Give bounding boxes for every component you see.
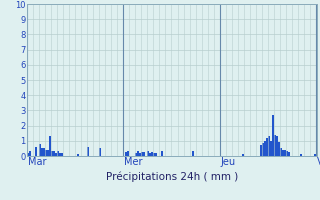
Bar [148,151,149,156]
Bar [55,153,57,156]
Bar [278,142,280,156]
X-axis label: Précipitations 24h ( mm ): Précipitations 24h ( mm ) [106,172,238,182]
Bar [29,151,31,156]
Bar [77,154,79,156]
Bar [286,151,288,156]
Bar [284,150,286,156]
Bar [300,154,302,156]
Bar [59,153,61,156]
Bar [276,136,278,156]
Bar [57,151,59,156]
Bar [125,152,127,156]
Bar [264,141,266,156]
Bar [51,151,53,156]
Bar [49,136,51,156]
Bar [99,148,101,156]
Bar [270,141,272,156]
Bar [137,151,140,156]
Bar [53,151,55,156]
Bar [266,138,268,156]
Bar [242,154,244,156]
Bar [274,135,276,156]
Bar [41,148,43,156]
Bar [268,136,270,156]
Bar [151,152,154,156]
Bar [35,147,37,156]
Bar [45,150,47,156]
Bar [135,153,137,156]
Bar [282,150,284,156]
Bar [192,151,194,156]
Bar [280,148,282,156]
Bar [262,143,264,156]
Bar [140,153,141,156]
Bar [314,154,316,156]
Bar [162,151,164,156]
Bar [143,152,146,156]
Bar [156,153,157,156]
Bar [27,153,29,156]
Bar [43,148,45,156]
Bar [272,115,274,156]
Bar [39,144,41,156]
Bar [61,153,63,156]
Bar [149,153,151,156]
Bar [47,150,49,156]
Bar [141,152,143,156]
Bar [154,153,156,156]
Bar [127,151,129,156]
Bar [288,152,290,156]
Bar [260,145,262,156]
Bar [87,147,89,156]
